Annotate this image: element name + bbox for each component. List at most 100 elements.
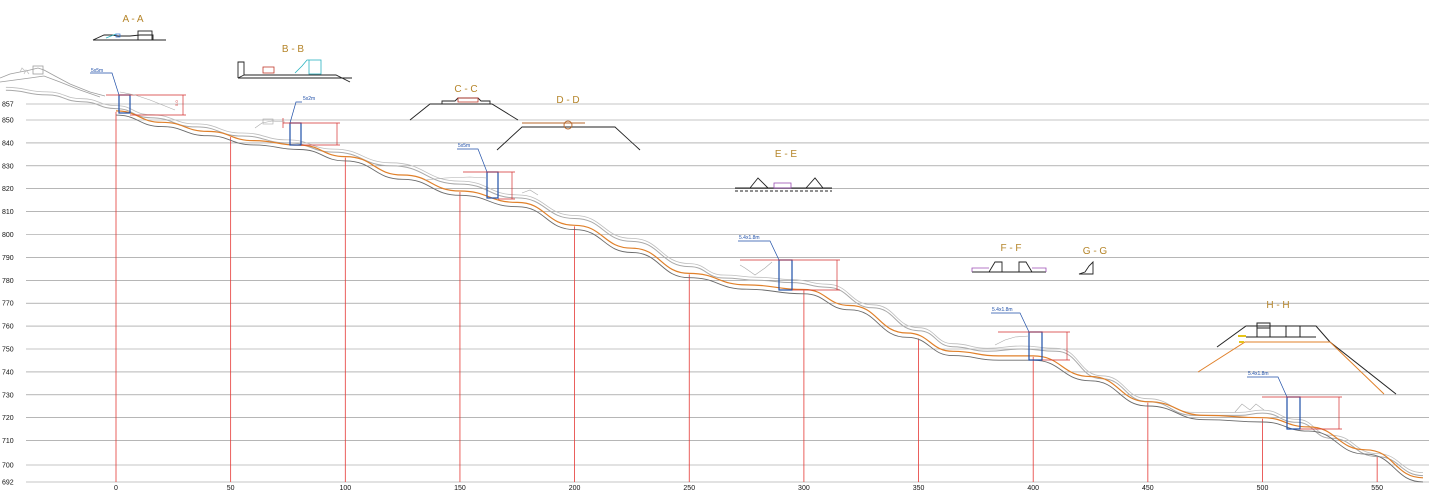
- culvert-leader: [289, 101, 302, 124]
- terrain-sketch-left: [0, 65, 106, 98]
- culvert-label: 5x2m: [303, 96, 315, 102]
- x-tick-label: 400: [1027, 485, 1039, 491]
- culverts: 5x5m 5.0 5x2m 5x5m 5: [90, 68, 1342, 430]
- grid-lines: [26, 103, 1429, 483]
- section-d-d-shape: [496, 126, 641, 151]
- culvert-4: 5.4x1.8m: [738, 235, 840, 291]
- culvert-leader: [457, 148, 488, 173]
- y-tick-label: 820: [2, 186, 14, 193]
- section-h-h-marker: [1238, 335, 1246, 343]
- culvert-label: 5.4x1.8m: [992, 307, 1013, 313]
- y-tick-label: 810: [2, 209, 14, 216]
- culvert-dimension: [1262, 396, 1342, 430]
- section-b-b-culvert: [308, 59, 322, 75]
- x-tick-label: 550: [1371, 485, 1383, 491]
- embankment-sketches: [119, 91, 1265, 413]
- section-b-b: B - B: [237, 44, 352, 83]
- culvert-dimension: [740, 259, 840, 291]
- y-tick-label: 740: [2, 369, 14, 376]
- culvert-6: 5.4x1.8m: [1247, 371, 1342, 430]
- culvert-2: 5x2m: [282, 96, 340, 146]
- y-tick-label: 800: [2, 232, 14, 239]
- x-tick-label: 150: [454, 485, 466, 491]
- y-axis-labels: 857 850 840 830 820 810 800 790 780 770 760 750 740 7…: [2, 102, 14, 487]
- y-tick-label: 780: [2, 278, 14, 285]
- y-tick-label: 692: [2, 480, 14, 487]
- terrain-line-upper: [5, 86, 1424, 473]
- section-e-e-box: [773, 182, 792, 189]
- station-verticals: [115, 111, 1378, 482]
- dimension-label: 5.0: [174, 100, 179, 106]
- culvert-label: 5.4x1.8m: [1248, 371, 1269, 377]
- y-tick-label: 700: [2, 463, 14, 470]
- y-tick-label: 830: [2, 163, 14, 170]
- x-tick-label: 450: [1142, 485, 1154, 491]
- x-tick-label: 350: [913, 485, 925, 491]
- section-b-b-shape: [237, 61, 352, 83]
- section-title: F - F: [1000, 243, 1021, 254]
- section-f-f-box: [971, 267, 1047, 272]
- section-c-c-culvert: [457, 97, 479, 103]
- section-title: B - B: [282, 44, 305, 55]
- culvert-dimension: [106, 94, 186, 116]
- culvert-label: 5.4x1.8m: [739, 235, 760, 241]
- section-e-e-shape: [735, 177, 832, 192]
- culvert-label: 5x5m: [458, 143, 470, 149]
- y-tick-label: 710: [2, 438, 14, 445]
- y-tick-label: 857: [2, 102, 14, 109]
- culvert-leader: [1247, 376, 1288, 398]
- section-title: G - G: [1083, 246, 1108, 257]
- x-tick-label: 500: [1257, 485, 1269, 491]
- x-tick-label: 100: [339, 485, 351, 491]
- x-tick-label: 300: [798, 485, 810, 491]
- culvert-5: 5.4x1.8m: [991, 307, 1070, 361]
- section-d-d: D - D: [496, 95, 641, 151]
- section-title: C - C: [454, 84, 477, 95]
- y-tick-label: 750: [2, 347, 14, 354]
- culvert-leader: [738, 240, 780, 261]
- y-tick-label: 790: [2, 255, 14, 262]
- section-title: E - E: [775, 149, 798, 160]
- culvert-dimension: [463, 171, 515, 200]
- section-a-a-shape: [92, 30, 166, 41]
- y-tick-label: 770: [2, 301, 14, 308]
- culvert-leader: [991, 312, 1030, 333]
- section-f-f-shape: [972, 261, 1046, 273]
- section-h-h: H - H: [1197, 300, 1397, 395]
- section-a-a-water: [105, 33, 117, 39]
- section-g-g-shape: [1078, 260, 1094, 275]
- culvert-leader: [90, 72, 120, 96]
- section-d-d-pipe: [522, 120, 585, 130]
- section-a-a-culvert: [115, 33, 121, 38]
- longitudinal-profile: [5, 86, 1424, 483]
- y-tick-label: 730: [2, 392, 14, 399]
- culvert-label: 5x5m: [91, 68, 103, 74]
- section-b-b-box: [262, 66, 275, 74]
- section-g-g: G - G: [1078, 246, 1108, 275]
- section-h-h-shape: [1216, 322, 1397, 395]
- section-c-c-shape: [409, 97, 519, 121]
- section-title: A - A: [122, 14, 143, 25]
- y-tick-label: 840: [2, 140, 14, 147]
- section-e-e: E - E: [735, 149, 832, 192]
- culvert-3: 5x5m: [457, 143, 515, 200]
- y-tick-label: 720: [2, 415, 14, 422]
- road-line-orange: [115, 110, 1424, 479]
- y-tick-label: 760: [2, 324, 14, 331]
- culvert-1: 5x5m 5.0: [90, 68, 186, 116]
- culvert-box: [778, 259, 793, 291]
- section-c-c: C - C: [409, 84, 519, 121]
- section-title: D - D: [556, 95, 579, 106]
- section-b-b-water: [294, 59, 309, 74]
- culvert-dimension: [282, 118, 340, 146]
- road-line-dark: [115, 114, 1424, 483]
- section-title: H - H: [1266, 300, 1289, 311]
- culvert-box: [289, 122, 302, 146]
- section-a-a: A - A: [92, 14, 166, 41]
- section-f-f: F - F: [971, 243, 1047, 273]
- x-tick-label: 0: [114, 485, 118, 491]
- culvert-dimension: [998, 331, 1070, 361]
- y-tick-label: 850: [2, 118, 14, 125]
